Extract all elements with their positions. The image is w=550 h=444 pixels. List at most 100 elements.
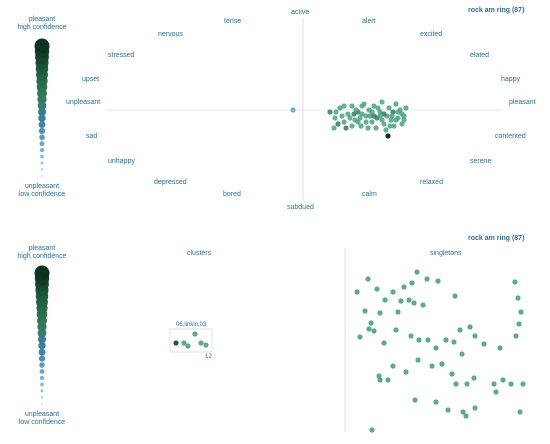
- cluster-song-point: [192, 331, 198, 337]
- bottom-legend-top-label: pleasant high confidence: [11, 245, 73, 261]
- song-point: [333, 109, 339, 115]
- song-point: [386, 105, 392, 111]
- song-point: [375, 105, 381, 111]
- top-legend-dots: [34, 38, 50, 177]
- song-point: [388, 117, 394, 123]
- singleton-song-points: [354, 269, 526, 433]
- cluster-song-points: [173, 331, 209, 349]
- mood-label-active: active: [291, 9, 310, 16]
- singleton-song-point: [365, 276, 371, 282]
- song-point: [337, 105, 343, 111]
- song-point: [363, 113, 369, 119]
- singleton-song-point: [512, 279, 518, 285]
- mood-label-elated: elated: [470, 52, 490, 59]
- song-point: [357, 115, 363, 121]
- singleton-song-point: [449, 371, 455, 377]
- cluster-song-point: [173, 340, 179, 346]
- singleton-song-point: [406, 297, 412, 303]
- legend-dot: [39, 375, 45, 381]
- singleton-song-point: [374, 286, 380, 292]
- song-point: [399, 111, 405, 117]
- song-point: [331, 125, 337, 131]
- singleton-song-point: [491, 381, 497, 387]
- singleton-song-point: [481, 341, 487, 347]
- singleton-song-point: [520, 381, 526, 387]
- mood-label-unhappy: unhappy: [108, 158, 135, 165]
- singleton-song-point: [445, 407, 451, 413]
- mood-label-relaxed: relaxed: [420, 179, 443, 186]
- cluster-song-point: [185, 343, 191, 349]
- song-point: [371, 113, 377, 119]
- song-point: [371, 103, 377, 109]
- cluster-box[interactable]: [169, 328, 213, 353]
- legend-dot: [39, 141, 45, 147]
- bottom-legend-low-confidence: low confidence: [18, 419, 66, 426]
- singleton-song-point: [403, 369, 409, 375]
- singleton-song-point: [371, 328, 377, 334]
- top-legend-low-confidence: low confidence: [18, 191, 66, 198]
- song-point: [327, 109, 333, 115]
- mood-label-happy: happy: [501, 76, 521, 83]
- song-point: [359, 111, 365, 117]
- song-point: [359, 103, 365, 109]
- singleton-song-point: [443, 337, 449, 343]
- singleton-song-point: [463, 413, 469, 419]
- top-title: rock am ring (87): [468, 7, 525, 14]
- song-point: [381, 111, 387, 117]
- singleton-song-point: [457, 327, 463, 333]
- cluster-song-point: [203, 342, 209, 348]
- singleton-song-point: [433, 399, 439, 405]
- singleton-song-point: [381, 340, 387, 346]
- song-point: [341, 103, 347, 109]
- song-point: [389, 113, 395, 119]
- song-point: [345, 111, 351, 117]
- legend-dot: [34, 265, 50, 281]
- singleton-song-point: [500, 377, 506, 383]
- song-point: [377, 113, 383, 119]
- singleton-song-point: [493, 389, 499, 395]
- top-legend-top-label: pleasant high confidence: [11, 16, 73, 32]
- top-song-points: [290, 99, 409, 139]
- legend-dot: [39, 362, 45, 368]
- song-point: [369, 109, 375, 115]
- song-point: [393, 101, 399, 107]
- cluster-name-label: 06,linkin,03: [176, 322, 207, 328]
- cluster-count-label: 12: [205, 354, 212, 360]
- legend-dot: [41, 175, 43, 177]
- song-point: [365, 125, 371, 131]
- singleton-song-point: [382, 297, 388, 303]
- mood-label-bored: bored: [223, 191, 241, 198]
- singleton-song-point: [414, 269, 420, 275]
- legend-dot: [40, 396, 44, 399]
- song-point: [341, 119, 347, 125]
- song-point: [393, 117, 399, 123]
- mood-label-alert: alert: [362, 18, 376, 25]
- singleton-song-point: [517, 409, 523, 415]
- singleton-song-point: [408, 333, 414, 339]
- singleton-song-point: [452, 293, 458, 299]
- singleton-song-point: [409, 280, 415, 286]
- song-point: [373, 125, 379, 131]
- legend-dot: [40, 382, 44, 387]
- mood-label-contented: contented: [495, 133, 526, 140]
- legend-dot: [39, 147, 45, 153]
- singleton-song-point: [513, 333, 519, 339]
- legend-dot: [41, 403, 43, 405]
- legend-dot: [40, 389, 44, 393]
- bottom-legend-pleasant: pleasant: [28, 245, 56, 252]
- singleton-song-point: [369, 427, 375, 433]
- singleton-song-point: [411, 300, 417, 306]
- mood-label-subdued: subdued: [287, 204, 314, 211]
- song-point: [401, 117, 407, 123]
- singleton-song-point: [415, 357, 421, 363]
- mood-label-depressed: depressed: [154, 179, 187, 186]
- top-legend-bottom-label: unpleasant low confidence: [11, 183, 73, 199]
- song-point: [369, 119, 375, 125]
- singleton-song-point: [393, 327, 399, 333]
- cluster-song-point: [198, 340, 204, 346]
- song-point: [403, 105, 409, 111]
- mood-label-stressed: stressed: [108, 52, 135, 59]
- singleton-song-point: [460, 409, 466, 415]
- legend-dot: [38, 127, 46, 135]
